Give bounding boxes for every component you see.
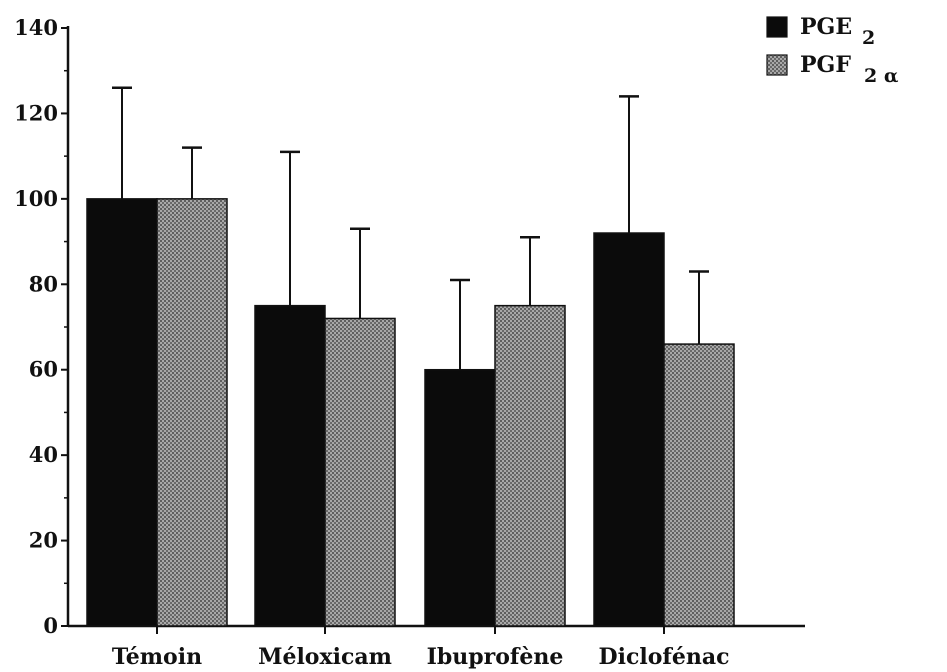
legend-label-1: PGF — [800, 52, 851, 78]
y-tick-label-140: 140 — [14, 15, 58, 40]
y-tick-label-120: 120 — [14, 100, 58, 125]
axes: 0 20 40 60 80 100 120 140 Témoin Méloxicam Ibuprof… — [14, 15, 805, 670]
bar-pgf2a-1 — [324, 317, 396, 627]
y-tick-label-20: 20 — [29, 528, 58, 553]
bar-pge2-1 — [254, 304, 326, 627]
bar-pgf2a-2 — [494, 304, 566, 627]
bar-pge2-2 — [424, 368, 496, 627]
y-tick-label-40: 40 — [29, 442, 58, 467]
x-category-label: Méloxicam — [258, 644, 392, 670]
y-tick-label-60: 60 — [29, 357, 58, 382]
legend-label-0: PGE — [800, 14, 852, 40]
legend-swatch-0 — [766, 16, 788, 38]
bar-pge2-3 — [593, 232, 665, 627]
legend-subscript-1: 2 α — [864, 65, 899, 87]
bar-pgf2a-0 — [156, 198, 228, 627]
y-tick-label-0: 0 — [43, 613, 58, 638]
x-category-label: Ibuprofène — [427, 644, 564, 670]
y-tick-label-100: 100 — [14, 186, 58, 211]
x-category-label: Diclofénac — [599, 644, 730, 670]
y-tick-label-80: 80 — [29, 271, 58, 296]
bars — [86, 86, 735, 627]
legend: PGE 2 PGF 2 α — [766, 14, 899, 87]
x-category-label: Témoin — [112, 644, 202, 670]
legend-swatch-1 — [766, 54, 788, 76]
bar-pgf2a-3 — [663, 343, 735, 627]
legend-subscript-0: 2 — [862, 27, 875, 49]
bar-pge2-0 — [86, 198, 158, 627]
